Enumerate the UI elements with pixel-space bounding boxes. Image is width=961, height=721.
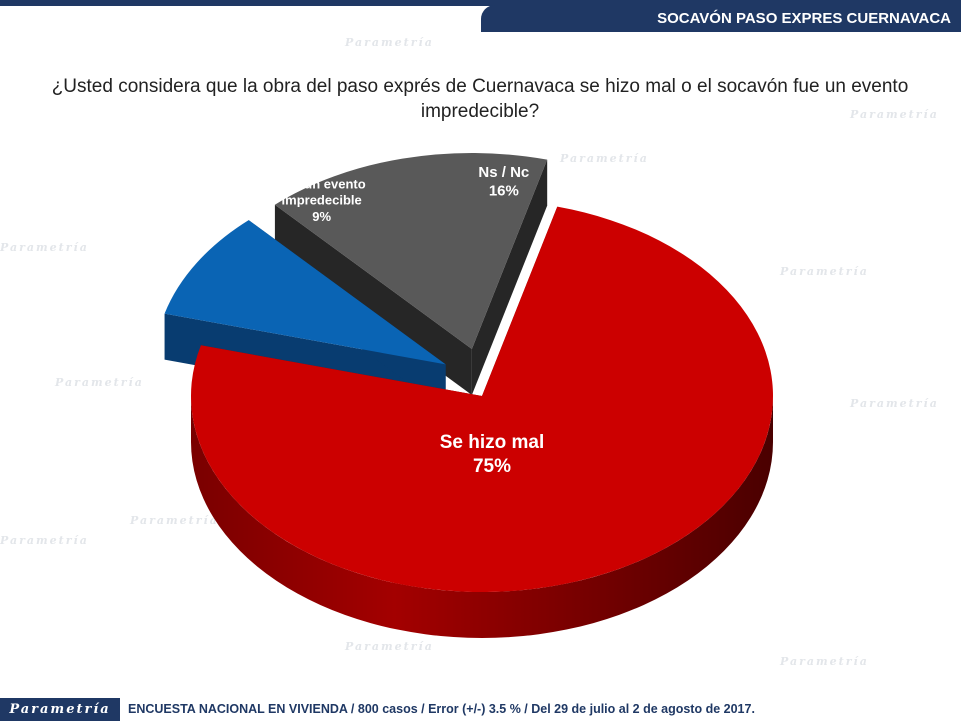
watermark-text: Parametría xyxy=(850,397,939,410)
watermark-text: Parametría xyxy=(780,655,869,668)
header-title: SOCAVÓN PASO EXPRES CUERNAVACA xyxy=(481,5,961,32)
watermark-text: Parametría xyxy=(0,241,89,254)
pie-side-se-hizo-mal xyxy=(191,396,773,638)
watermark-text: Parametría xyxy=(345,640,434,653)
pie-slice-se-hizo-mal xyxy=(190,206,773,593)
watermark-text: Parametría xyxy=(345,36,434,49)
watermark-text: Parametría xyxy=(55,376,144,389)
top-bar xyxy=(0,0,961,6)
survey-question: ¿Usted considera que la obra del paso ex… xyxy=(51,76,909,122)
pie-wall-ns-nc-0 xyxy=(274,204,472,395)
pie-label-fue-un-evento-impredecible: Fue un evento impredecible 9% xyxy=(278,176,366,224)
pie-slice-fue-un-evento-impredecible xyxy=(164,220,446,365)
watermark-text: Parametría xyxy=(130,514,219,527)
watermark-text: Parametría xyxy=(850,108,939,121)
pie-slice-ns-nc xyxy=(274,152,548,349)
watermark-text: Parametría xyxy=(560,152,649,165)
pie-wall-ns-nc-1 xyxy=(471,159,548,395)
pie-label-ns-nc: Ns / Nc 16% xyxy=(478,164,529,200)
watermark-text: Parametría xyxy=(0,534,89,547)
pie-label-se-hizo-mal: Se hizo mal 75% xyxy=(440,432,545,477)
footer-note: ENCUESTA NACIONAL EN VIVIENDA / 800 caso… xyxy=(128,702,755,716)
parametria-logo: Parametría xyxy=(0,698,120,721)
watermark-text: Parametría xyxy=(780,265,869,278)
